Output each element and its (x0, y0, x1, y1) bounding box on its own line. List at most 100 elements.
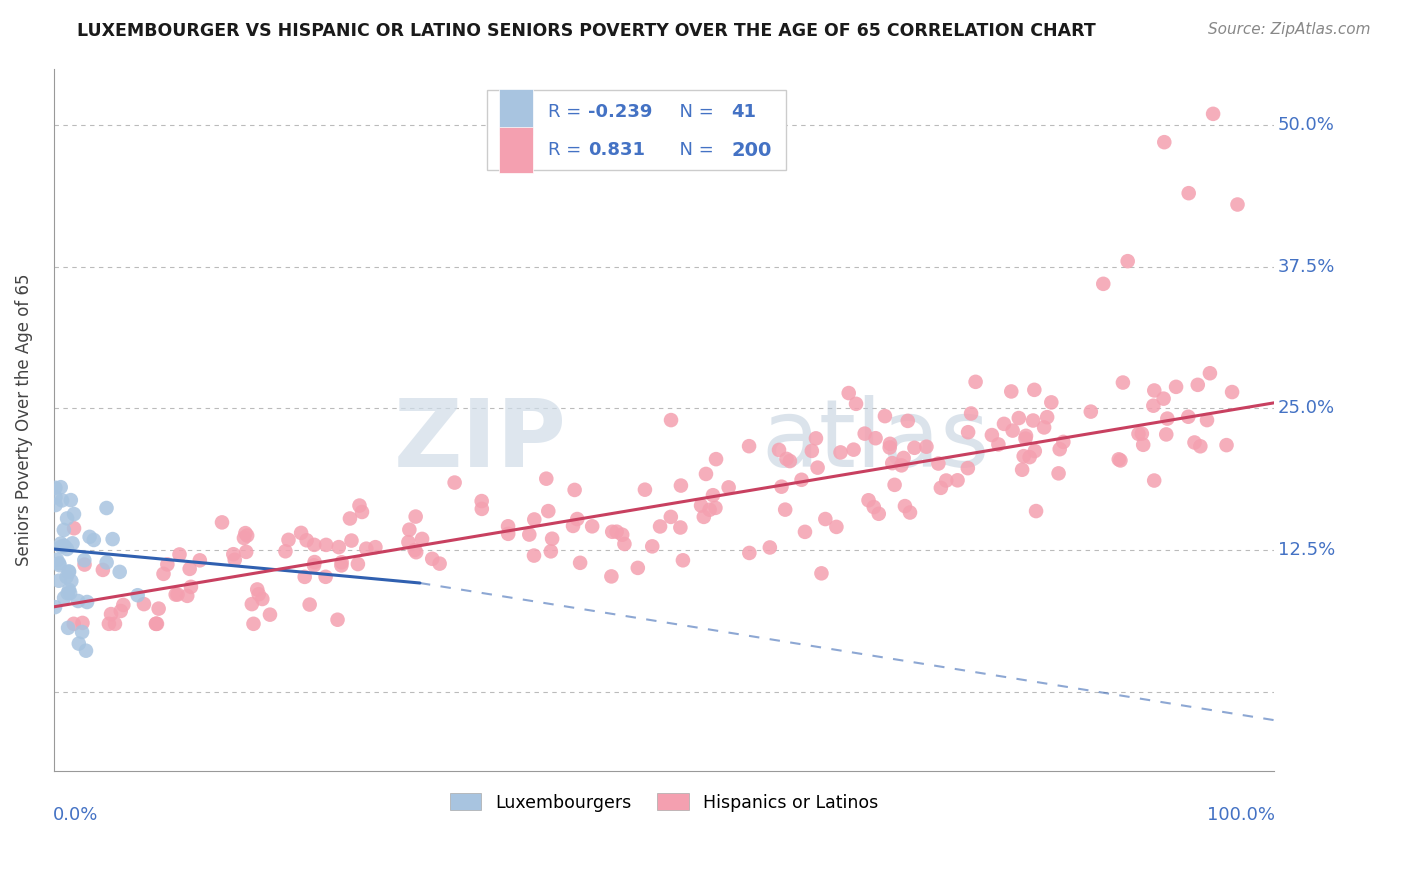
Point (669, 520, 692, 534)
Point (91, 563, 114, 577)
Point (1154, 427, 1177, 442)
Point (1220, 385, 1243, 400)
Point (893, 450, 915, 465)
Point (794, 524, 817, 539)
Point (1024, 383, 1046, 397)
Point (690, 499, 713, 513)
Point (349, 499, 371, 513)
Point (1008, 411, 1031, 425)
Point (672, 553, 695, 567)
Point (471, 494, 494, 508)
Point (145, 616, 167, 631)
Point (96, 501, 118, 516)
Point (224, 553, 246, 567)
Point (96, 556, 118, 570)
Point (1226, 197, 1249, 211)
Point (411, 532, 433, 546)
Point (55, 570, 77, 584)
Point (1092, 277, 1115, 291)
Point (246, 582, 269, 597)
Point (569, 556, 592, 570)
Point (537, 504, 560, 518)
Point (581, 519, 603, 533)
Point (51, 493, 73, 508)
Point (304, 555, 326, 569)
Point (298, 598, 321, 612)
Point (1164, 380, 1187, 394)
Point (1018, 450, 1040, 464)
Point (188, 553, 211, 567)
Point (1112, 376, 1135, 390)
Point (659, 413, 682, 427)
Point (1184, 435, 1206, 450)
Text: R =: R = (548, 141, 588, 159)
Point (290, 525, 312, 540)
Point (302, 558, 325, 573)
Point (56, 541, 79, 556)
Point (58, 582, 80, 597)
Text: N =: N = (668, 141, 718, 159)
Point (233, 531, 256, 545)
Point (127, 588, 149, 602)
Point (347, 557, 370, 571)
Point (56, 511, 79, 525)
Point (56, 586, 79, 600)
Point (235, 545, 257, 559)
Point (56, 621, 79, 635)
Point (1153, 135, 1175, 149)
Point (1000, 384, 1022, 399)
Point (1025, 504, 1047, 518)
Point (1130, 426, 1153, 441)
Legend: Luxembourgers, Hispanics or Latinos: Luxembourgers, Hispanics or Latinos (443, 787, 884, 819)
Point (235, 526, 257, 541)
Point (49, 480, 72, 494)
Point (613, 537, 636, 551)
Point (44, 490, 66, 504)
Point (63, 521, 86, 535)
Point (641, 540, 664, 554)
Point (814, 512, 837, 526)
Point (1011, 463, 1033, 477)
Point (669, 478, 692, 492)
Point (1132, 438, 1154, 452)
Point (1187, 377, 1209, 392)
Point (1033, 420, 1056, 434)
Point (396, 535, 419, 549)
Point (496, 526, 519, 541)
Text: atlas: atlas (762, 395, 990, 487)
Point (315, 538, 337, 552)
Point (59, 586, 82, 600)
Point (770, 480, 793, 494)
Point (1040, 395, 1063, 409)
Point (277, 533, 299, 547)
Point (76, 595, 98, 609)
Bar (499, 128, 533, 173)
Point (46, 552, 69, 566)
Point (1024, 444, 1046, 458)
Point (1022, 413, 1045, 427)
Point (567, 512, 589, 526)
Point (1142, 399, 1164, 413)
Point (540, 544, 562, 558)
Point (858, 493, 880, 508)
FancyBboxPatch shape (486, 89, 786, 170)
Point (340, 533, 363, 548)
Point (132, 597, 155, 611)
Point (315, 570, 337, 584)
Text: LUXEMBOURGER VS HISPANIC OR LATINO SENIORS POVERTY OVER THE AGE OF 65 CORRELATIO: LUXEMBOURGER VS HISPANIC OR LATINO SENIO… (77, 22, 1097, 40)
Point (536, 472, 558, 486)
Point (1108, 452, 1130, 467)
Point (48, 574, 70, 588)
Point (45, 498, 67, 512)
Point (104, 616, 127, 631)
Point (339, 511, 361, 525)
Point (152, 566, 174, 581)
Point (634, 483, 657, 497)
Text: 25.0%: 25.0% (1278, 400, 1334, 417)
Point (236, 528, 259, 542)
Point (48, 557, 70, 571)
Y-axis label: Seniors Poverty Over the Age of 65: Seniors Poverty Over the Age of 65 (15, 274, 32, 566)
Point (699, 502, 721, 516)
Point (695, 467, 717, 481)
Point (1195, 413, 1218, 427)
